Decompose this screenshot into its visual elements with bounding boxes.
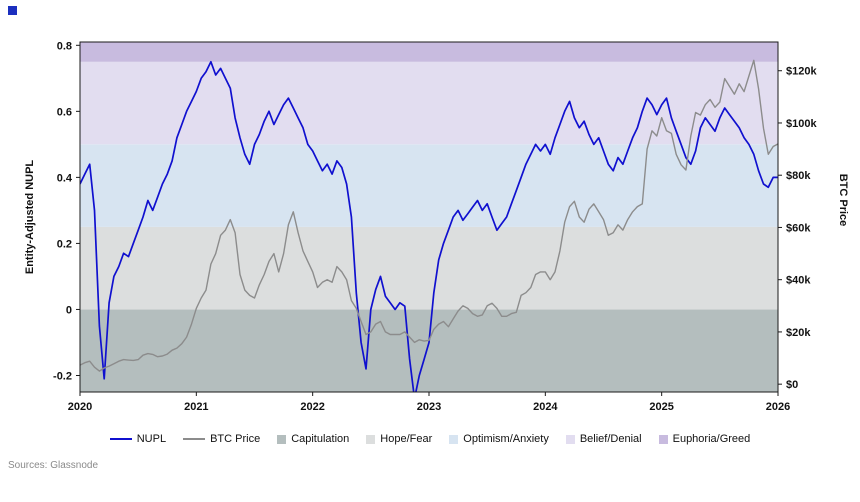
left-tick-label: 0.4	[57, 172, 73, 184]
band-capitulation	[80, 309, 778, 392]
series-line-nupl	[80, 60, 778, 392]
right-tick-label: $120k	[786, 66, 817, 78]
x-tick-label: 2023	[417, 401, 441, 413]
band-euphoria-greed	[80, 42, 778, 62]
legend-item-euphoria-greed: Euphoria/Greed	[658, 433, 751, 445]
left-axis-title: Entity-Adjusted NUPL	[24, 159, 36, 275]
corner-logo-mark-icon	[8, 6, 17, 15]
x-tick-label: 2020	[68, 401, 92, 413]
nupl-btc-chart: -0.2 0 0.2 0.4 0.6 0.8 $0 $20k $40k $60k $80k $100k…	[53, 40, 817, 413]
x-tick-label: 2025	[649, 401, 673, 413]
right-tick-label: $60k	[786, 222, 811, 234]
x-tick-label: 2021	[184, 401, 208, 413]
left-tick-label: 0.6	[57, 106, 72, 118]
x-tick-label: 2022	[300, 401, 324, 413]
left-tick-label: 0	[66, 304, 72, 316]
series-line-btc-price	[80, 59, 778, 372]
right-tick-label: $20k	[786, 327, 811, 339]
left-tick-label: -0.2	[53, 370, 72, 382]
legend-label: Optimism/Anxiety	[463, 433, 549, 445]
legend-label: Euphoria/Greed	[672, 433, 751, 445]
right-tick-label: $40k	[786, 275, 811, 287]
left-tick-label: 0.8	[57, 40, 72, 52]
legend-label: Hope/Fear	[380, 433, 433, 445]
left-tick-label: 0.2	[57, 238, 72, 250]
x-tick-label: 2026	[766, 401, 790, 413]
legend-line-sample	[109, 438, 132, 440]
legend-item-optimism-anxiety: Optimism/Anxiety	[449, 433, 549, 445]
band-optimism-anxiety	[80, 144, 778, 227]
legend-color-swatch	[277, 434, 287, 444]
right-tick-label: $100k	[786, 118, 817, 130]
chart-legend: NUPL BTC Price Capitulation Hope/Fear Optimi…	[0, 433, 860, 445]
legend-label: Belief/Denial	[579, 433, 642, 445]
right-tick-label: $0	[786, 379, 798, 391]
legend-label: Capitulation	[291, 433, 350, 445]
legend-item-btc-price: BTC Price	[183, 433, 260, 445]
band-hope-fear	[80, 226, 778, 310]
legend-label: NUPL	[136, 433, 167, 445]
legend-label: BTC Price	[210, 433, 261, 445]
legend-item-belief-denial: Belief/Denial	[565, 433, 642, 445]
sources-note: Sources: Glassnode	[8, 460, 99, 471]
legend-color-swatch	[658, 434, 668, 444]
legend-line-sample	[183, 438, 206, 440]
legend-item-nupl: NUPL	[109, 433, 167, 445]
band-belief-denial	[80, 61, 778, 145]
x-tick-label: 2024	[533, 401, 558, 413]
legend-color-swatch	[449, 434, 459, 444]
right-tick-label: $80k	[786, 170, 811, 182]
legend-item-capitulation: Capitulation	[277, 433, 349, 445]
right-axis-title: BTC Price	[837, 173, 849, 227]
legend-color-swatch	[366, 434, 376, 444]
legend-item-hope-fear: Hope/Fear	[366, 433, 432, 445]
legend-color-swatch	[565, 434, 575, 444]
